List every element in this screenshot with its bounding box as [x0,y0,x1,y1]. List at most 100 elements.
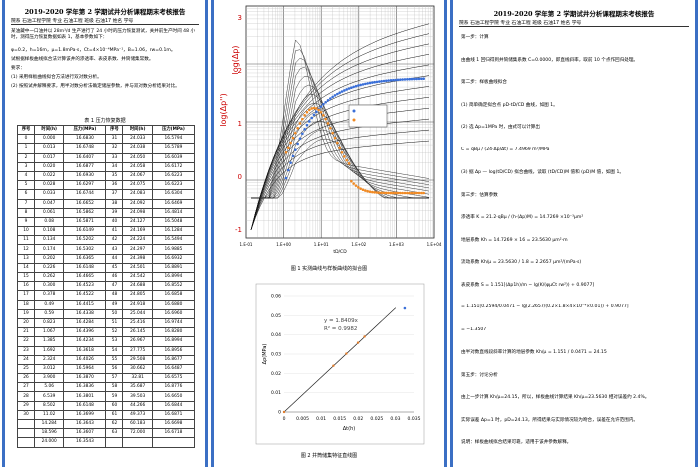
table-cell: 54 [105,345,124,356]
derivative-point [354,184,358,187]
table-cell: 16.6039 [151,152,196,163]
table-row: 28 6.539 16.3801 59 39.503 16.6650 [17,391,196,402]
figure: 0.06 0.05 0.04 0.03 0.02 0.01 00 0.005 0.01 0.015… [255,283,425,445]
table-cell: 23 [17,345,35,356]
table-cell: 0.022 [33,170,65,182]
table-cell: 24.542 [122,271,153,283]
table-cell: 16.8891 [151,262,196,274]
derivative-point [303,114,306,117]
table-cell: 39.503 [122,391,153,402]
table-cell: 9 [17,216,35,228]
table-cell: 16.4814 [151,207,196,218]
derivative-point [403,191,407,195]
derivative-point [350,179,353,183]
table-cell: 16.6365 [63,253,107,264]
table-row: 14 0.226 16.6148 45 24.501 16.8891 [17,262,196,274]
table-cell: 25 [17,363,35,375]
table-cell: 39 [105,207,124,218]
table-row: 15 0.262 16.4665 46 24.542 16.8994 [17,271,196,283]
table-cell: 18.596 [33,428,65,439]
derivative-point [333,136,337,140]
table-cell: 16.6744 [63,189,107,200]
table-row: 19 0.59 16.4338 50 25.044 16.6960 [17,308,196,319]
header-cell: 时间(h) [122,124,153,136]
legend-box [348,104,388,128]
table-cell: 53 [105,336,124,347]
table-cell: 16.6407 [63,152,107,163]
table-cell: 16.5964 [63,363,107,375]
table-row: 25 3.012 16.5964 56 30.662 16.6487 [17,363,196,375]
table-row: 18 0.49 16.4415 49 24.918 16.6880 [17,299,196,310]
table-cell: 60 [105,400,124,411]
table-row: 27 5.06 16.3836 58 35.687 16.8776 [17,382,196,393]
derivative-point [291,136,295,140]
pressure-point [420,77,423,81]
table-cell: 52 [105,327,124,338]
table-cell: 43 [105,244,124,255]
table-row: 20 0.823 16.4284 51 25.416 16.9744 [17,317,196,329]
pressure-point [396,78,400,82]
page: 2019-2020 学年第 2 学期试井分析课程期末考核报告 院系 石油工程学院… [2,0,208,467]
pressure-point [296,142,299,146]
table-cell: 61 [105,409,124,421]
table-cell: 48 [105,290,124,301]
pressure-point [294,148,297,151]
derivative-point [415,191,418,195]
x-tick-label: 0.02 [353,416,363,422]
text-line: 流动系数 Kh/μ = 23.5630 / 1.8 = 2.2657 μm²/(… [461,260,582,265]
x-tick-label: 0.03 [390,416,400,422]
text-line: 渗透率 K = 21.2·qBμ / (h·(Δp)M) = 14.7269 ×… [461,215,584,220]
table-cell: 16.4522 [63,290,107,301]
table-cell: 16.4026 [63,354,107,365]
table-cell: 1.385 [33,336,65,347]
derivative-point [326,122,330,125]
data-table: 序号 时间(h) 压力(MPa) 序号 时间(h) 压力(MPa) 0 0.000 16.683… [17,124,196,448]
pressure-point [331,95,334,99]
pressure-point [310,116,313,120]
pressure-point [378,80,381,83]
pressure-point [284,176,288,180]
derivative-point [380,191,383,195]
y-tick-label: 0.05 [271,313,281,319]
table-cell: 27 [17,382,35,393]
derivative-curve [251,76,430,199]
table-cell: 20 [17,317,35,329]
table-row: 16 0.300 16.4523 47 24.688 16.8552 [17,281,196,292]
table-cell: 16.6148 [63,262,107,274]
pressure-point [401,78,404,81]
text-line: 表皮系数 S = 1.151[(Δp1h)/m − lg(K/(φμCt rw²… [461,282,595,288]
table-cell: 49 [105,299,124,310]
derivative-point [406,191,409,195]
table-cell: 16.5789 [151,143,196,154]
x-tick-label: 0.005 [296,416,309,422]
table-cell: 16.6930 [63,170,107,182]
table-cell: 0.08 [33,216,65,228]
table-cell: 0.061 [33,207,65,218]
pressure-point [382,79,386,83]
table-cell: 16.8994 [151,271,196,283]
table-cell: 11.02 [33,409,65,421]
table-cell: 24.050 [122,152,153,163]
pressure-point [371,81,374,84]
table-cell: 29.508 [122,354,153,365]
pressure-point [305,123,309,127]
table-cell: 12 [17,244,35,255]
pressure-point [422,77,425,81]
table-cell: 16.6148 [63,400,107,411]
text-line: = −1.3507 [461,326,487,332]
table-cell: 24.224 [122,235,153,246]
table-cell: 16.6880 [151,299,196,310]
derivative-point [399,191,402,195]
table-cell: 16.5794 [151,134,196,145]
table-cell: 16.3699 [63,409,107,421]
table-header-row: 序号 时间(h) 压力(MPa) 序号 时间(h) 压力(MPa) [17,124,196,136]
table-cell: 24.398 [122,253,153,264]
pressure-point [333,94,337,97]
pressure-point [289,161,292,164]
table-cell: 16.6877 [63,161,107,172]
pressure-point [315,110,318,114]
derivative-point [324,117,327,121]
trend-line [283,307,397,413]
table-cell: 26.145 [122,327,153,338]
pressure-point [347,87,351,90]
